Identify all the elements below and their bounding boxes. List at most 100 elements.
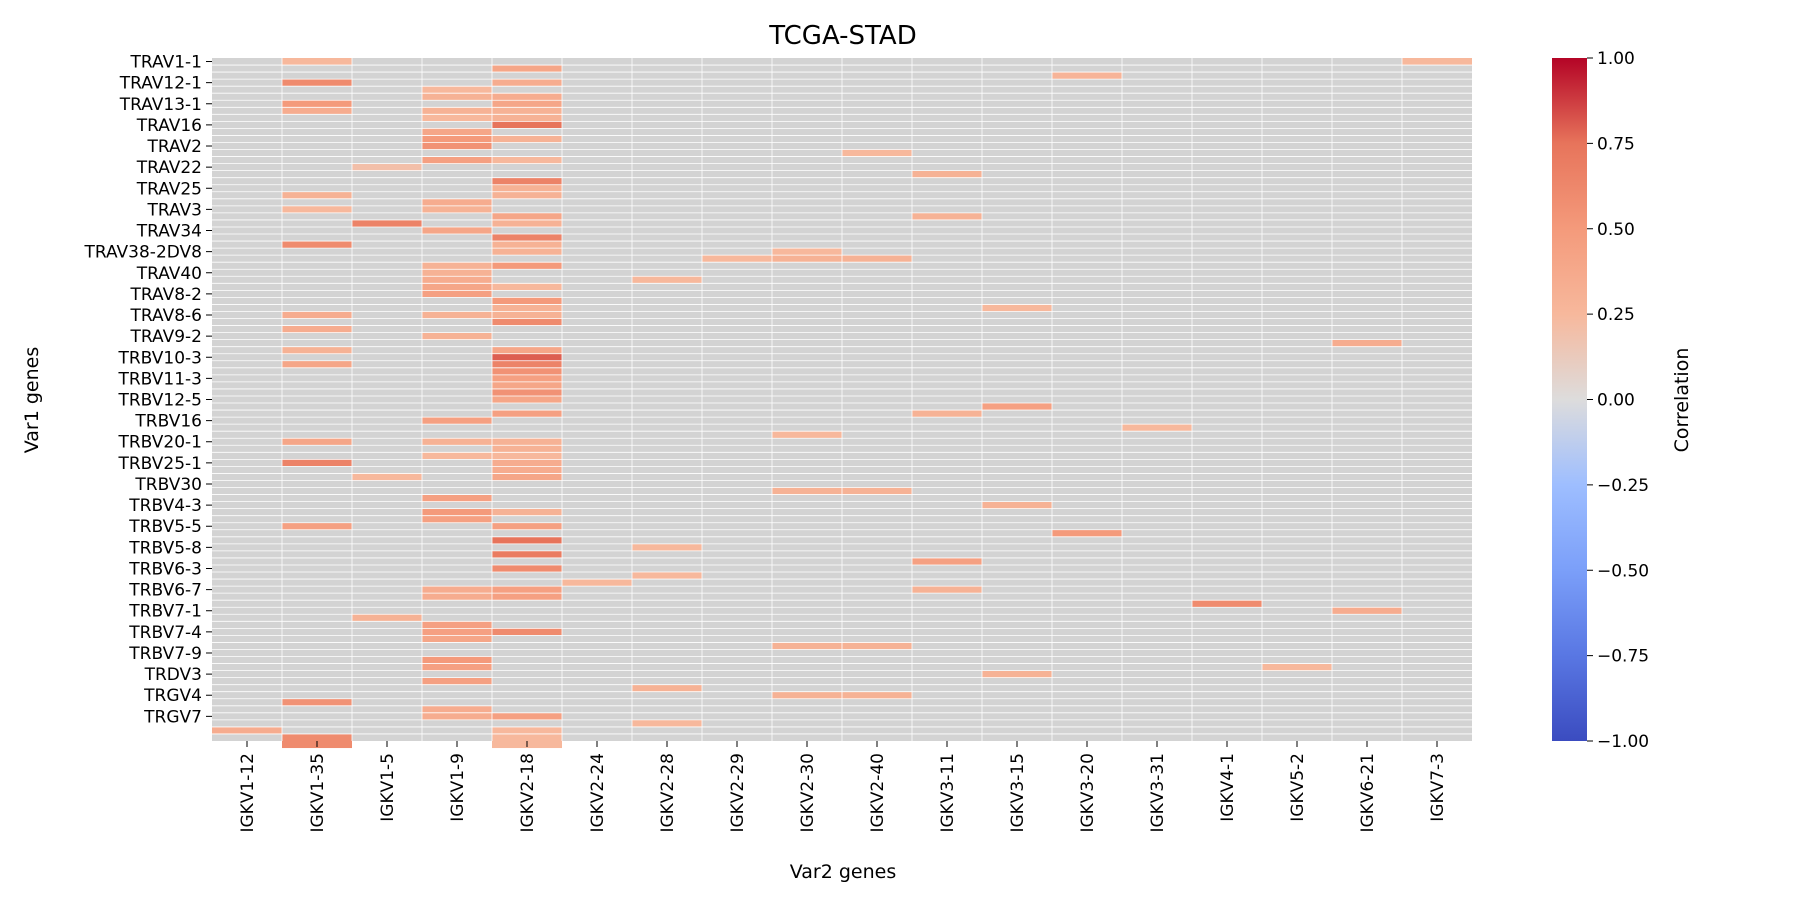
heatmap-cell (492, 353, 562, 361)
heatmap-cell (842, 149, 912, 157)
y-tick-label: TRAV25 (136, 179, 202, 199)
colorbar-tick-label: −0.75 (1597, 647, 1649, 667)
x-tick-label: IGKV1-35 (308, 753, 328, 833)
heatmap-cell (492, 550, 562, 558)
y-tick-label: TRAV16 (136, 116, 202, 136)
colorbar (1552, 58, 1587, 741)
heatmap-cell (492, 712, 562, 720)
heatmap-cell (422, 283, 492, 291)
heatmap-cell (492, 628, 562, 636)
heatmap-cell (352, 473, 422, 481)
heatmap-cell (422, 262, 492, 270)
heatmap-cell (912, 170, 982, 178)
heatmap-cell (632, 276, 702, 284)
heatmap-cell (1332, 607, 1402, 615)
heatmap-cell (352, 219, 422, 227)
heatmap-cell (492, 522, 562, 530)
heatmap-cell (492, 100, 562, 108)
heatmap-cell (492, 586, 562, 594)
y-tick-label: TRBV12-5 (117, 391, 202, 411)
y-tick-label: TRAV8-6 (130, 306, 202, 326)
heatmap-cell (422, 269, 492, 277)
y-tick-label: TRBV25-1 (117, 454, 202, 474)
heatmap-cell (492, 374, 562, 382)
y-tick-label: TRAV38-2DV8 (84, 243, 203, 263)
heatmap-cell (492, 297, 562, 305)
heatmap-cell (422, 198, 492, 206)
y-tick-label: TRBV10-3 (117, 348, 202, 368)
heatmap-cell (702, 255, 772, 263)
heatmap-cell (282, 346, 352, 354)
heatmap-cell (282, 522, 352, 530)
x-tick-label: IGKV4-1 (1218, 753, 1238, 822)
colorbar-tick-label: 0.25 (1597, 305, 1635, 325)
y-tick-label: TRBV4-3 (128, 496, 202, 516)
x-tick-label: IGKV5-2 (1288, 753, 1308, 822)
heatmap-cell (422, 515, 492, 523)
heatmap-cell (492, 212, 562, 220)
y-tick-label: TRAV13-1 (119, 95, 202, 115)
heatmap-cell (492, 311, 562, 319)
heatmap-cell (282, 733, 352, 741)
heatmap-cell (422, 311, 492, 319)
colorbar-label: Correlation (1671, 348, 1693, 453)
x-tick-label: IGKV3-15 (1008, 753, 1028, 833)
heatmap-cell (492, 121, 562, 129)
x-tick-label: IGKV2-29 (728, 753, 748, 833)
heatmap-cell (282, 58, 352, 66)
heatmap-cell (492, 733, 562, 741)
heatmap-cell (492, 473, 562, 481)
colorbar-tick-label: 0.75 (1597, 134, 1635, 154)
heatmap-cell (492, 79, 562, 87)
heatmap-cell (982, 304, 1052, 312)
heatmap-cell (492, 438, 562, 446)
y-tick-label: TRBV30 (134, 475, 202, 495)
heatmap-cell (422, 205, 492, 213)
heatmap-cell (842, 255, 912, 263)
heatmap-cell (1192, 600, 1262, 608)
heatmap-cell (492, 726, 562, 734)
y-tick-label: TRAV8-2 (130, 285, 202, 305)
heatmap-cell (422, 93, 492, 101)
colorbar-tick-label: −1.00 (1597, 732, 1649, 752)
heatmap-cell (422, 114, 492, 122)
heatmap-cell (982, 403, 1052, 411)
heatmap-cell (492, 304, 562, 312)
y-tick-label: TRBV6-7 (128, 581, 202, 601)
x-tick-label: IGKV3-20 (1078, 753, 1098, 833)
heatmap-cell (422, 593, 492, 601)
heatmap-cell (422, 86, 492, 94)
heatmap-cell (492, 536, 562, 544)
heatmap-cell (422, 621, 492, 629)
heatmap-cell (422, 494, 492, 502)
heatmap-cell (422, 128, 492, 136)
heatmap-cell (492, 445, 562, 453)
heatmap-cell (422, 635, 492, 643)
heatmap-cell (492, 234, 562, 242)
x-tick-label: IGKV2-40 (868, 753, 888, 833)
heatmap-cell (492, 367, 562, 375)
heatmap-cell (492, 241, 562, 249)
heatmap-cell (492, 191, 562, 199)
heatmap-cell (422, 586, 492, 594)
heatmap-cell (352, 614, 422, 622)
heatmap-cell (492, 262, 562, 270)
heatmap-cell (632, 719, 702, 727)
heatmap-cell (422, 156, 492, 164)
y-tick-label: TRAV12-1 (119, 74, 202, 94)
heatmap-cell (282, 360, 352, 368)
colorbar-ticks: 1.00 0.75 0.50 0.25 0.00 −0.25 −0.50 −0.75 −1.00 (1587, 49, 1649, 752)
heatmap-cell (282, 311, 352, 319)
heatmap-cell (1332, 339, 1402, 347)
colorbar-tick-label: −0.25 (1597, 476, 1649, 496)
x-tick-label: IGKV2-28 (658, 753, 678, 833)
y-tick-label: TRBV11-3 (117, 369, 202, 389)
heatmap-cell (492, 177, 562, 185)
y-tick-label: TRBV5-5 (128, 517, 202, 537)
x-tick-label: IGKV1-5 (378, 753, 398, 822)
heatmap-cell (422, 705, 492, 713)
heatmap-cell (492, 388, 562, 396)
heatmap-cell (492, 564, 562, 573)
x-tick-label: IGKV1-12 (238, 753, 258, 833)
y-tick-label: TRAV9-2 (130, 327, 202, 347)
